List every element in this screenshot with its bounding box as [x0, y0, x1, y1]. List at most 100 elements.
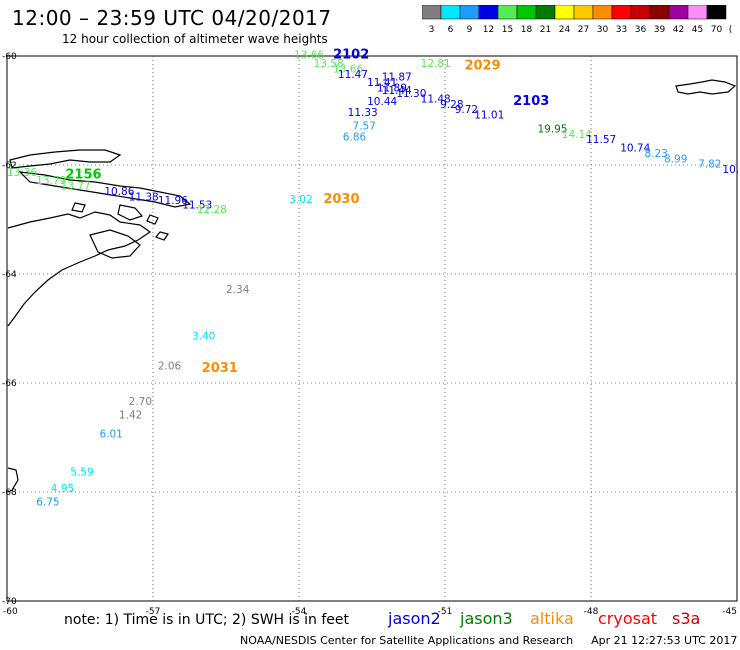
- wave-height-label: 11.30: [396, 88, 426, 100]
- antarctic-peninsula: [7, 211, 152, 327]
- colorbar-label: 30: [597, 25, 609, 35]
- lat-label: -66: [2, 379, 17, 389]
- wave-height-label: 11.41: [367, 77, 397, 89]
- satellite-s3a: s3a: [672, 609, 701, 628]
- lat-label: -70: [2, 597, 17, 607]
- wave-height-label: 2.34: [226, 284, 250, 296]
- colorbar-label: 9: [467, 25, 473, 35]
- pass-id-label: 2103: [513, 94, 549, 109]
- wave-height-label: 11.96: [158, 195, 188, 207]
- colorbar-label: 12: [483, 25, 494, 35]
- wave-height-label: 13.66: [333, 63, 363, 75]
- satellite-cryosat: cryosat: [598, 609, 658, 628]
- colorbar-label: 24: [559, 25, 571, 35]
- wave-height-label: 11.89: [377, 82, 407, 94]
- island-cluster: [9, 149, 122, 169]
- wave-height-label: 11.38: [129, 191, 159, 203]
- lon-label: -45: [722, 607, 737, 617]
- lon-label: -60: [3, 607, 18, 617]
- colorbar-label: 36: [635, 25, 647, 35]
- island-small-3: [146, 214, 159, 225]
- lon-label: -57: [146, 607, 161, 617]
- footer: NOAA/NESDIS Center for Satellite Applica…: [240, 634, 737, 647]
- wave-height-label: 3.02: [289, 194, 312, 206]
- wave-height-label: 8.23: [645, 148, 668, 160]
- satellite-altika: altika: [530, 609, 574, 628]
- island-james-ross: [89, 229, 141, 259]
- lon-label: -51: [438, 607, 453, 617]
- lat-label: -68: [2, 488, 17, 498]
- wave-height-label: 11.87: [382, 72, 412, 84]
- lat-label: -64: [2, 270, 17, 280]
- wave-height-label: 11.33: [348, 107, 378, 119]
- pass-id-label: 2102: [333, 48, 369, 63]
- colorbar-label: 21: [540, 25, 551, 35]
- colorbar-label: 6: [448, 25, 454, 35]
- coastline: [7, 79, 737, 493]
- wave-height-label: 11.53: [182, 200, 212, 212]
- wave-height-label: 13.79: [36, 175, 66, 187]
- wave-height-label: 10.86: [104, 186, 134, 198]
- wave-height-label: 6.86: [343, 131, 367, 143]
- wave-height-label: 13.58: [314, 58, 344, 70]
- wave-height-label: 7.57: [353, 121, 376, 133]
- wave-height-label: 8.99: [664, 153, 687, 165]
- wave-height-label: 4.95: [51, 483, 74, 495]
- lat-label: -60: [2, 52, 17, 62]
- pass-labels: 2102 2029 2103 2156 2030 2031: [65, 48, 549, 376]
- footer-credit: NOAA/NESDIS Center for Satellite Applica…: [240, 634, 574, 647]
- pass-id-label: 2156: [65, 168, 101, 183]
- island-small-5: [7, 467, 19, 493]
- colorbar-label: 18: [521, 25, 533, 35]
- colorbar-label: 45: [692, 25, 703, 35]
- graticule: [7, 56, 737, 601]
- wave-height-label: 13.36: [7, 167, 37, 179]
- satellite-jason3: jason3: [460, 609, 513, 628]
- wave-height-label: 13.66: [294, 50, 324, 62]
- colorbar-label: 39: [654, 25, 666, 35]
- pass-id-label: 2030: [323, 192, 359, 207]
- island-small-1: [117, 204, 144, 221]
- wave-height-label: 5.59: [70, 467, 93, 479]
- map-frame: [6, 55, 738, 602]
- wave-height-label: 6.01: [99, 429, 122, 441]
- lat-label: -62: [2, 161, 17, 171]
- wave-height-label: 10.74: [620, 142, 650, 154]
- wave-height-label: 7.82: [698, 159, 721, 171]
- pass-id-label: 2029: [464, 59, 500, 74]
- colorbar-swatch: [706, 5, 727, 20]
- colorbar-label: 3: [429, 25, 435, 35]
- map-subtitle: 12 hour collection of altimeter wave hei…: [62, 32, 328, 46]
- wave-height-label: 11.44: [382, 85, 412, 97]
- wave-height-label: 13.77: [61, 181, 91, 193]
- colorbar-label: (ft): [729, 25, 732, 35]
- pass-id-label: 2031: [202, 361, 238, 376]
- colorbar-label: 33: [616, 25, 627, 35]
- wave-height-label: 12.81: [421, 58, 451, 70]
- wave-height-label: 2.06: [158, 360, 182, 372]
- wave-height-label: 14.14: [562, 129, 592, 141]
- lon-label: -54: [292, 607, 307, 617]
- wave-height-label: 9.72: [455, 104, 478, 116]
- colorbar-label: 42: [673, 25, 684, 35]
- wave-height-label: 10.44: [367, 96, 397, 108]
- wave-height-label: 2.70: [129, 396, 152, 408]
- footer-timestamp: Apr 21 12:27:53 UTC 2017: [591, 634, 738, 647]
- wave-height-label: 11.57: [586, 134, 616, 146]
- lon-label: -48: [584, 607, 599, 617]
- wave-height-label: 11.48: [421, 93, 451, 105]
- wave-height-label: 10.84: [722, 164, 740, 176]
- wave-height-label: 6.75: [36, 497, 59, 509]
- wave-height-label: 3.40: [192, 330, 215, 342]
- wave-height-label: 11.47: [338, 69, 368, 81]
- wave-height-label: 12.28: [197, 204, 227, 216]
- colorbar-label: 70: [711, 25, 723, 35]
- note-text: note: 1) Time is in UTC; 2) SWH is in fe…: [64, 612, 350, 628]
- colorbar-label: 15: [502, 25, 513, 35]
- latitude-labels: -60 -62 -64 -66 -68 -70: [2, 52, 17, 607]
- colorbar-label: 27: [578, 25, 589, 35]
- longitude-labels: -60 -57 -54 -51 -48 -45: [3, 607, 737, 617]
